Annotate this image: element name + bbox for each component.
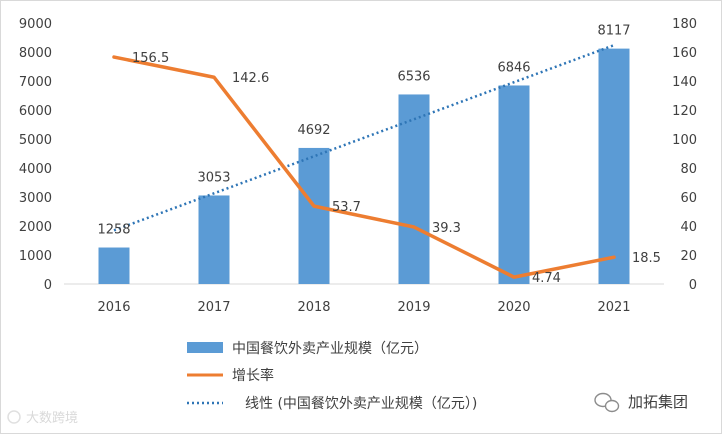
bar-data-label: 4692 — [297, 123, 330, 138]
watermark-text: 大数跨境 — [26, 411, 78, 426]
y-right-tick-label: 120 — [672, 104, 697, 119]
y-left-tick-label: 8000 — [19, 46, 52, 61]
y-left-tick-label: 1000 — [19, 249, 52, 264]
bar — [98, 247, 130, 284]
trendline — [113, 44, 615, 232]
legend-bar-swatch — [187, 342, 223, 353]
x-tick-label: 2019 — [397, 300, 430, 315]
bar — [198, 195, 230, 284]
bar-series — [98, 48, 630, 285]
y-right-tick-label: 140 — [672, 75, 697, 90]
wechat-icon — [594, 392, 620, 413]
y-right-tick-label: 0 — [689, 278, 697, 293]
legend-trend-label: 线性 (中国餐饮外卖产业规模（亿元）) — [245, 396, 477, 412]
left-axis-ticks: 0 1000 2000 3000 4000 5000 6000 7000 8000 9000 — [19, 17, 52, 293]
growth-line-series — [112, 55, 616, 279]
y-left-tick-label: 2000 — [19, 220, 52, 235]
legend: 中国餐饮外卖产业规模（亿元） 增长率 线性 (中国餐饮外卖产业规模（亿元）) — [187, 341, 477, 412]
line-data-label: 53.7 — [332, 200, 361, 215]
bar — [398, 94, 430, 285]
right-axis-ticks: 0 20 40 60 80 100 120 140 160 180 — [672, 17, 697, 293]
y-left-tick-label: 4000 — [19, 162, 52, 177]
line-data-label: 142.6 — [232, 71, 269, 86]
y-left-tick-label: 5000 — [19, 133, 52, 148]
y-left-tick-label: 0 — [44, 278, 52, 293]
x-tick-label: 2021 — [597, 300, 630, 315]
line-data-label: 4.74 — [532, 271, 561, 286]
y-right-tick-label: 160 — [672, 46, 697, 61]
y-right-tick-label: 20 — [680, 249, 697, 264]
line-data-label: 39.3 — [432, 221, 461, 236]
y-left-tick-label: 6000 — [19, 104, 52, 119]
bar-data-label: 6536 — [397, 69, 430, 84]
y-left-tick-label: 3000 — [19, 191, 52, 206]
line-data-labels: 156.5 142.6 53.7 39.3 4.74 18.5 — [132, 51, 661, 286]
x-tick-label: 2018 — [297, 300, 330, 315]
x-tick-label: 2020 — [497, 300, 530, 315]
bar — [498, 85, 530, 284]
growth-line — [112, 55, 616, 279]
brand-text: 加拓集团 — [628, 393, 688, 411]
line-data-label: 18.5 — [632, 251, 661, 266]
legend-line-label: 增长率 — [232, 367, 274, 384]
bar-data-label: 3053 — [197, 170, 230, 185]
y-left-tick-label: 7000 — [19, 75, 52, 90]
y-right-tick-label: 80 — [680, 162, 697, 177]
brand-mark: 加拓集团 — [594, 392, 688, 413]
x-tick-label: 2017 — [197, 300, 230, 315]
bar-data-label: 8117 — [597, 24, 630, 39]
trendline-series — [113, 44, 615, 232]
y-right-tick-label: 60 — [680, 191, 697, 206]
y-right-tick-label: 180 — [672, 17, 697, 32]
watermark-icon — [7, 410, 21, 424]
x-axis-ticks: 2016 2017 2018 2019 2020 2021 — [97, 300, 630, 315]
bar-data-labels: 1258 3053 4692 6536 6846 8117 — [97, 24, 630, 238]
bar — [598, 48, 630, 285]
line-data-label: 156.5 — [132, 51, 169, 66]
x-tick-label: 2016 — [97, 300, 130, 315]
bar-data-label: 1258 — [97, 223, 130, 238]
legend-bar-label: 中国餐饮外卖产业规模（亿元） — [232, 341, 428, 357]
y-left-tick-label: 9000 — [19, 17, 52, 32]
watermark: 大数跨境 — [7, 410, 78, 426]
y-right-tick-label: 100 — [672, 133, 697, 148]
y-right-tick-label: 40 — [680, 220, 697, 235]
bar-data-label: 6846 — [497, 60, 530, 75]
bar — [298, 147, 330, 284]
